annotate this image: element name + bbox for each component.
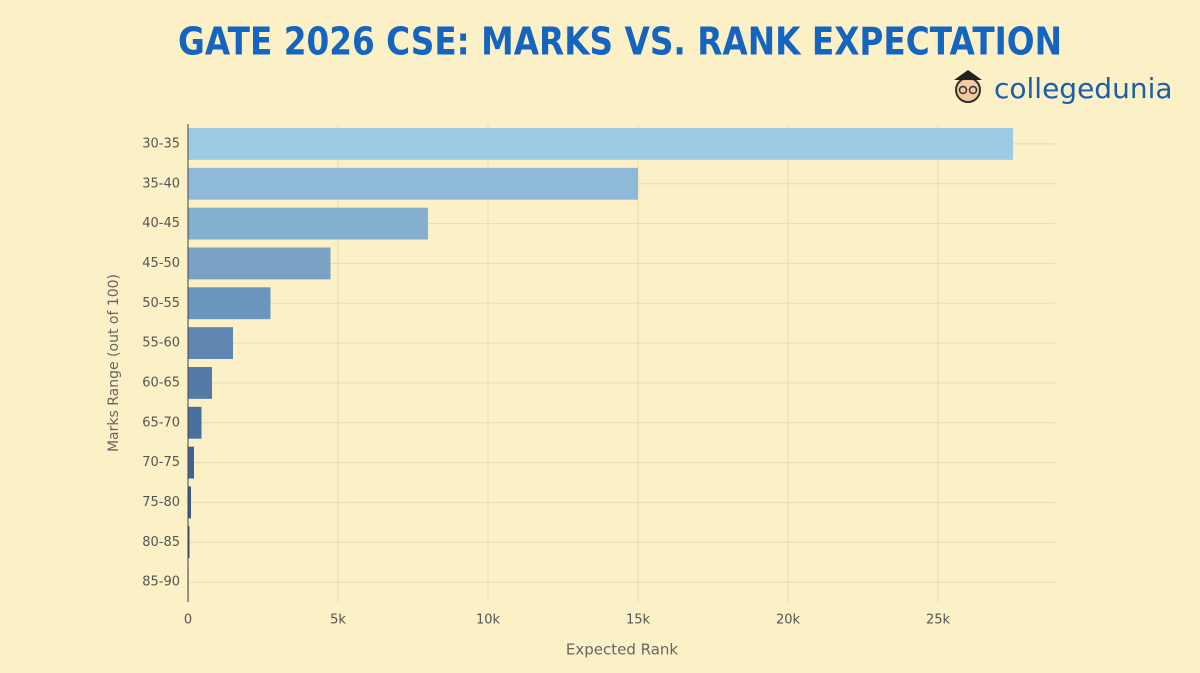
bar <box>188 167 638 200</box>
y-tick-label: 50-55 <box>142 296 180 311</box>
y-tick-label: 60-65 <box>142 375 180 390</box>
y-tick-label: 85-90 <box>142 575 180 590</box>
y-tick-label: 40-45 <box>142 216 180 231</box>
x-tick-label: 10k <box>476 613 501 628</box>
y-tick-label: 55-60 <box>142 336 180 351</box>
x-tick-label: 25k <box>926 613 951 628</box>
brand-logo: collegedunia <box>954 70 1173 105</box>
x-tick-label: 15k <box>626 613 651 628</box>
bar <box>188 207 428 240</box>
bar <box>188 486 191 519</box>
bar <box>188 287 271 320</box>
bar <box>188 127 1013 160</box>
bar <box>188 327 233 360</box>
x-tick-label: 20k <box>776 613 801 628</box>
y-tick-label: 80-85 <box>142 535 180 550</box>
chart-title: GATE 2026 CSE: MARKS VS. RANK EXPECTATIO… <box>178 20 1062 64</box>
x-axis-label: Expected Rank <box>566 641 679 659</box>
bar <box>188 247 331 280</box>
bar <box>188 446 194 479</box>
x-tick-label: 5k <box>330 613 346 628</box>
y-tick-label: 30-35 <box>142 136 180 151</box>
y-tick-label: 65-70 <box>142 415 180 430</box>
brand-name: collegedunia <box>994 72 1173 105</box>
y-tick-label: 75-80 <box>142 495 180 510</box>
bar <box>188 526 190 559</box>
y-tick-label: 70-75 <box>142 455 180 470</box>
y-axis-label: Marks Range (out of 100) <box>106 274 122 452</box>
x-tick-label: 0 <box>184 613 192 628</box>
y-tick-label: 45-50 <box>142 256 180 271</box>
y-tick-label: 35-40 <box>142 176 180 191</box>
bar <box>188 406 202 439</box>
bar <box>188 366 212 399</box>
